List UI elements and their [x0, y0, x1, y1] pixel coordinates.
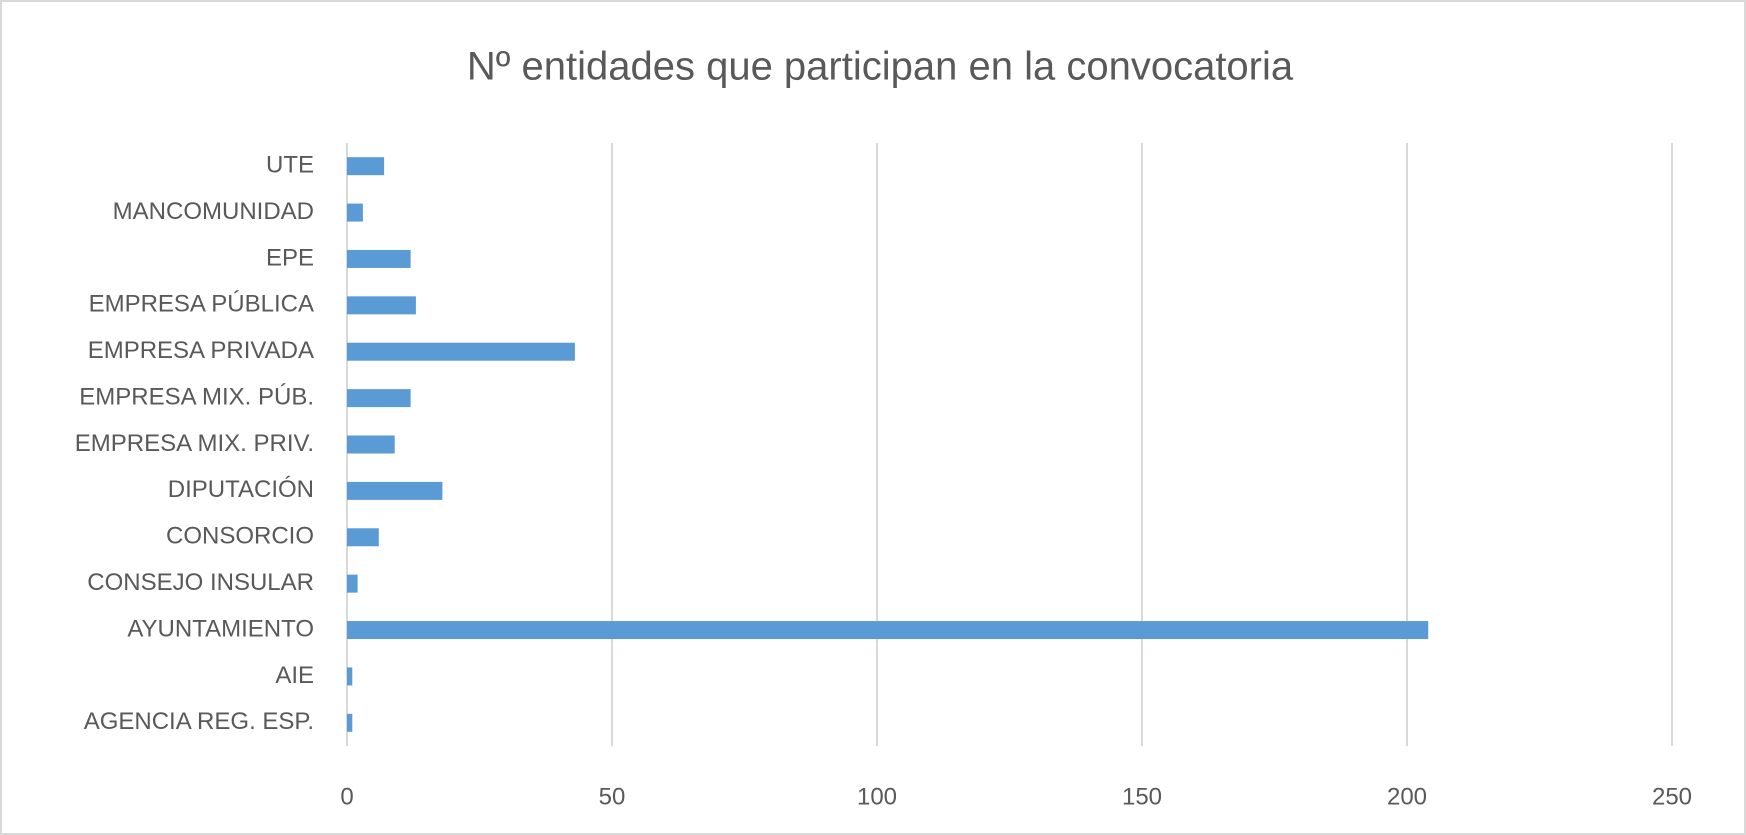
y-tick-label: AGENCIA REG. ESP. [84, 708, 314, 735]
bar [347, 389, 411, 408]
bar [347, 481, 443, 500]
x-tick-label: 50 [599, 783, 626, 810]
bar [347, 342, 575, 361]
y-tick-label: EMPRESA MIX. PRIV. [75, 430, 314, 457]
bar [347, 528, 379, 547]
bar [347, 621, 1429, 640]
bar [347, 157, 385, 176]
y-tick-label: EMPRESA PÚBLICA [89, 291, 314, 318]
x-tick-label: 100 [857, 783, 897, 810]
chart-title: Nº entidades que participan en la convoc… [467, 45, 1294, 89]
y-tick-label: EMPRESA PRIVADA [88, 337, 314, 364]
y-tick-label: EMPRESA MIX. PÚB. [79, 383, 314, 410]
bar [347, 435, 395, 454]
bar [347, 574, 358, 593]
y-tick-label: AIE [275, 662, 314, 689]
x-tick-label: 150 [1122, 783, 1162, 810]
y-tick-label: CONSEJO INSULAR [87, 569, 314, 596]
bar [347, 713, 353, 732]
bar [347, 296, 416, 315]
bar [347, 667, 353, 686]
bar [347, 249, 411, 268]
x-tick-label: 250 [1652, 783, 1692, 810]
y-tick-label: EPE [266, 244, 314, 271]
y-tick-label: UTE [266, 152, 314, 179]
y-tick-label: DIPUTACIÓN [168, 476, 314, 503]
y-tick-label: MANCOMUNIDAD [113, 198, 314, 225]
y-tick-label: AYUNTAMIENTO [127, 615, 314, 642]
x-tick-label: 0 [340, 783, 353, 810]
y-tick-label: CONSORCIO [166, 523, 314, 550]
bar [347, 203, 363, 222]
x-tick-label: 200 [1387, 783, 1427, 810]
